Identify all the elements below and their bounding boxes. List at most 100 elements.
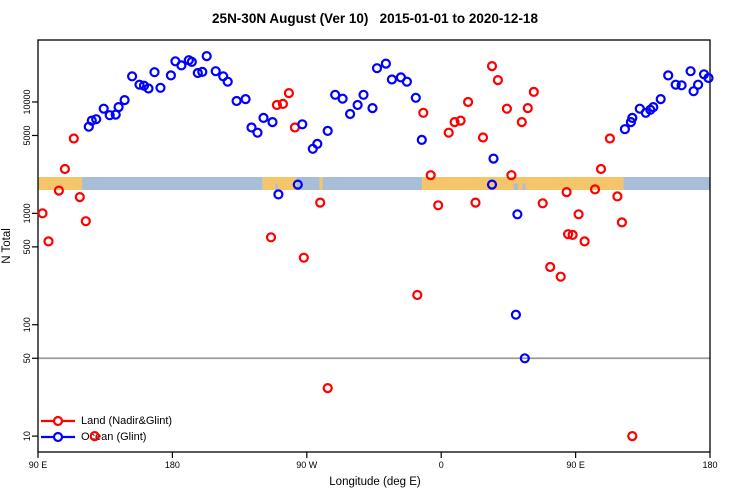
legend-label-land: Land (Nadir&Glint) [81,415,173,427]
data-point-land [43,236,54,247]
data-point-land [463,96,474,108]
data-point-ocean [165,70,176,81]
data-point-ocean [155,82,166,93]
strip-segment-ocean [623,177,710,190]
data-point-land [289,122,300,133]
data-point-ocean [170,56,181,67]
data-point-ocean [648,101,659,113]
data-point-ocean [322,125,333,136]
data-point-ocean [83,121,94,132]
data-point-ocean [486,179,498,190]
data-point-ocean [104,110,115,121]
data-point-land [470,197,481,208]
data-point-ocean [292,179,303,190]
data-point-land [449,116,460,128]
data-point-ocean [312,138,323,149]
strip-segment-ocean [296,177,320,190]
data-point-ocean [246,122,257,133]
data-point-ocean [395,72,406,83]
strip-segment-land [422,177,624,190]
data-point-ocean [401,76,412,87]
data-point-ocean [688,86,699,97]
data-point-ocean [634,103,645,114]
strip-inlet-ocean [522,183,526,190]
data-point-land [501,103,512,114]
data-point-land [492,74,503,86]
data-point-ocean [330,89,341,100]
data-point-ocean [663,70,674,81]
data-point-ocean [698,69,710,80]
data-point-ocean [676,80,687,91]
data-point-land [425,170,436,181]
legend-label-ocean: Ocean (Glint) [81,431,147,443]
data-point-ocean [197,66,208,78]
x-tick-label: 180 [165,460,180,470]
data-point-ocean [337,93,348,104]
data-point-ocean [655,93,666,105]
data-point-land [298,252,309,263]
legend-marker-land-icon [41,415,75,427]
data-point-ocean [222,76,233,87]
data-point-ocean [297,119,308,130]
plot-border [37,39,711,453]
data-point-ocean [625,116,637,128]
data-point-ocean [119,94,130,106]
data-point-ocean [113,101,124,113]
data-point-ocean [645,104,656,115]
data-point-land [271,99,282,111]
y-tick-label: 1000 [22,203,32,223]
strip-inlet-ocean [513,183,519,190]
data-point-land [612,191,623,202]
data-point-ocean [627,112,638,124]
x-tick-label: 180 [702,460,717,470]
data-point-land [412,289,423,301]
data-point-ocean [267,116,278,128]
data-point-land [68,133,79,144]
data-point-ocean [371,63,383,74]
data-point-land [59,163,71,175]
data-point-land [537,198,548,209]
strip-segment-land [38,177,83,190]
y-tick-label: 10000 [22,89,32,114]
data-point-land [37,208,48,219]
data-point-land [555,271,566,282]
data-point-ocean [345,108,356,120]
y-tick-label: 100 [22,317,32,332]
data-point-ocean [258,112,269,124]
data-point-ocean [252,127,263,138]
data-point-ocean [201,50,212,62]
data-point-land [567,229,578,240]
data-point-ocean [143,83,154,94]
data-point-ocean [380,58,391,69]
data-point-land [53,185,65,196]
data-point-land [627,431,638,442]
data-point-ocean [352,99,363,111]
data-point-ocean [240,93,251,105]
data-point-land [561,187,572,198]
data-point-ocean [619,124,631,135]
data-point-ocean [186,56,197,68]
data-point-land [283,87,294,99]
data-point-land [604,133,616,144]
data-point-ocean [192,67,203,79]
legend: Land (Nadir&Glint) Ocean (Glint) [40,413,172,445]
data-point-ocean [416,134,427,145]
data-point-land [80,216,91,227]
data-point-land [74,192,85,203]
legend-marker-ocean-icon [41,431,75,443]
data-point-land [455,115,466,126]
y-axis-title: N Total [1,228,13,264]
data-point-ocean [410,92,421,103]
data-point-ocean [134,79,145,90]
strip-segment-ocean [322,177,423,190]
data-point-ocean [176,60,187,71]
data-point-ocean [692,79,704,90]
y-tick-label: 50 [22,353,32,363]
data-point-land [265,232,277,243]
data-point-ocean [367,102,378,114]
data-point-ocean [358,89,369,100]
data-point-ocean [273,189,284,200]
data-point-ocean [218,71,229,82]
legend-item-ocean: Ocean (Glint) [40,429,172,445]
